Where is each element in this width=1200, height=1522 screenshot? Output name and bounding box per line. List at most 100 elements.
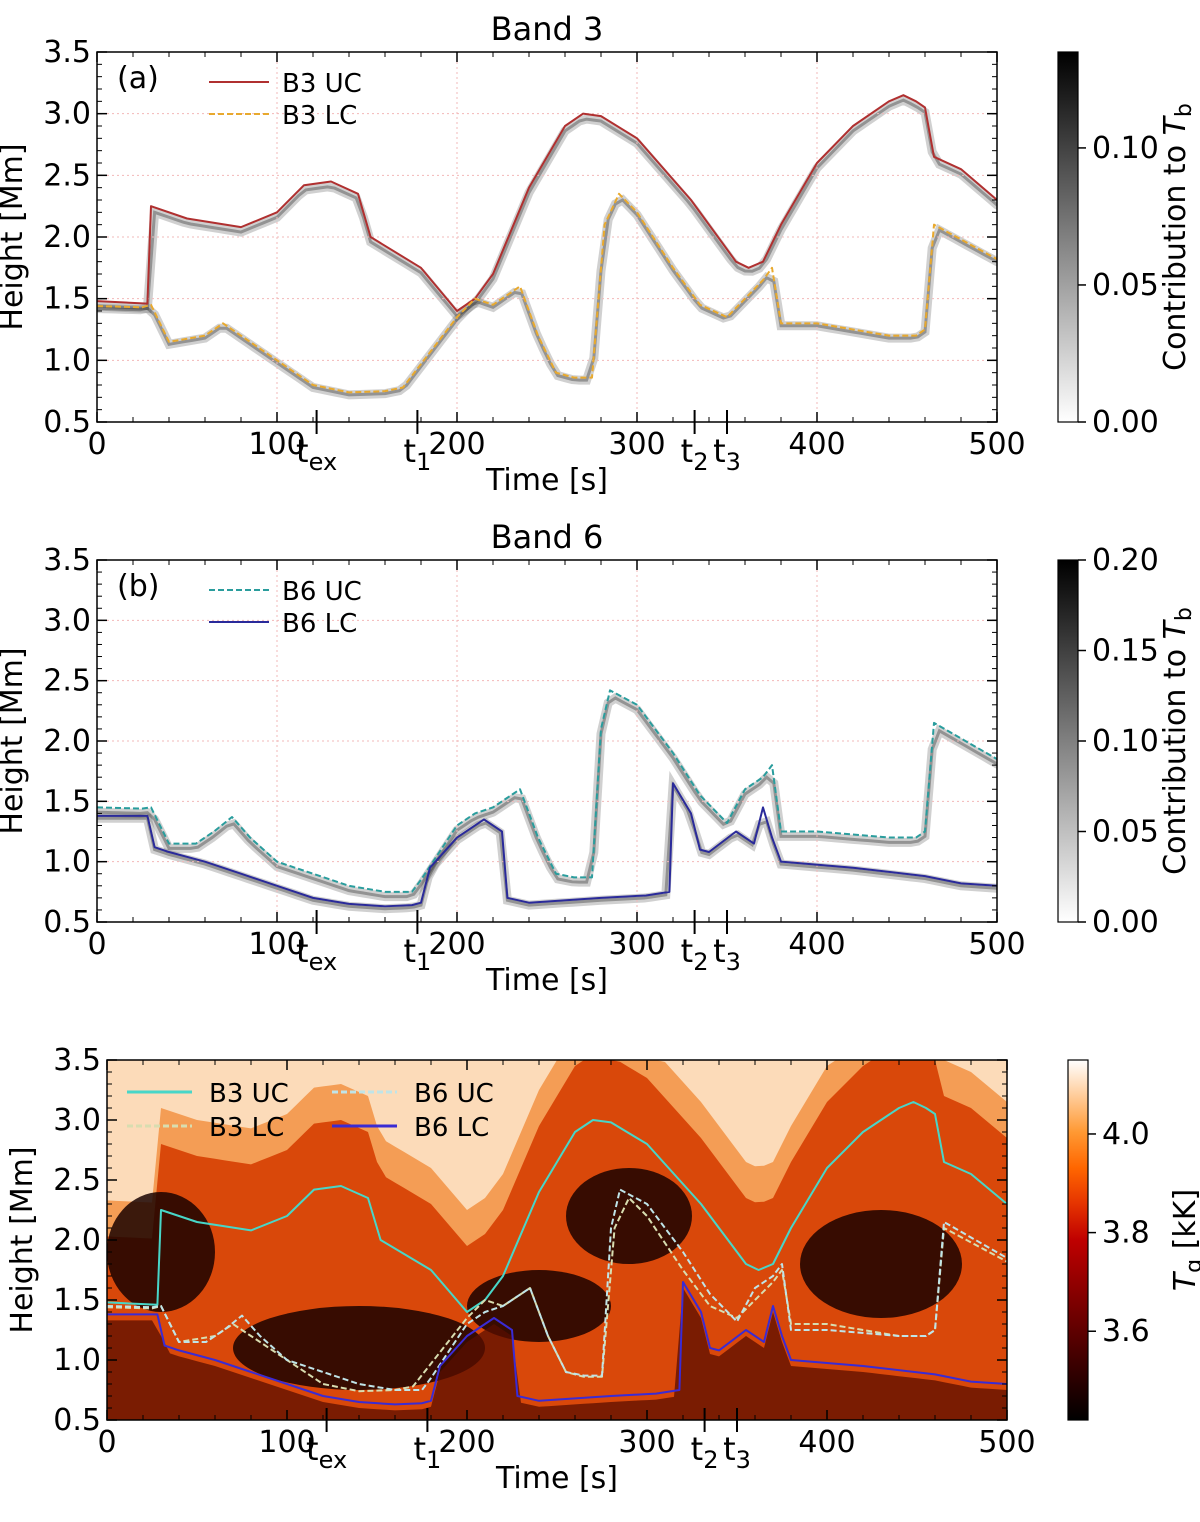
y-tick-label: 3.5 xyxy=(53,1043,101,1078)
time-marker-subscript: 3 xyxy=(736,1446,751,1474)
colorbar-label-text: Contribution to xyxy=(1158,639,1193,874)
colorbar-label-symbol: T xyxy=(1158,114,1193,135)
colorbar-scale xyxy=(1057,51,1079,423)
x-tick-label: 500 xyxy=(968,927,1025,962)
time-marker-subscript: 1 xyxy=(416,448,431,476)
time-marker-label: t3 xyxy=(713,432,741,476)
contribution-core xyxy=(97,98,997,318)
x-tick-label: 200 xyxy=(438,1425,495,1460)
x-tick-label: 0 xyxy=(97,1425,116,1460)
colorbar-tick-label: 0.20 xyxy=(1092,543,1159,578)
legend-label: B6 UC xyxy=(414,1079,494,1109)
panel-title: Band 3 xyxy=(491,10,604,48)
x-tick-label: 500 xyxy=(968,427,1025,462)
y-tick-label: 3.5 xyxy=(43,543,91,578)
time-marker-subscript: ex xyxy=(309,448,338,476)
y-tick-label: 1.0 xyxy=(43,343,91,378)
y-tick-label: 0.5 xyxy=(43,905,91,940)
legend-label: B3 LC xyxy=(209,1113,284,1143)
heatmap-field xyxy=(107,1060,1007,1420)
contribution-core xyxy=(97,696,997,899)
time-marker-label: t2 xyxy=(681,432,709,476)
colorbar-tick-label: 0.05 xyxy=(1092,268,1159,303)
contribution-band xyxy=(97,194,997,400)
y-axis-label: Height [Mm] xyxy=(0,647,30,834)
cool-pocket xyxy=(107,1192,215,1312)
y-tick-label: 3.5 xyxy=(43,35,91,70)
time-marker-label: t3 xyxy=(713,932,741,976)
colorbar-label-symbol: T xyxy=(1168,1270,1200,1291)
y-tick-label: 2.5 xyxy=(53,1163,101,1198)
series-line-b6-uc xyxy=(107,1188,1007,1391)
y-tick-label: 0.5 xyxy=(53,1403,101,1438)
cool-pocket xyxy=(566,1168,692,1264)
series-group xyxy=(97,94,997,394)
time-marker-label: t1 xyxy=(403,432,431,476)
colorbar: 3.6 3.8 4.0 Tg [kK] xyxy=(1067,1059,1200,1421)
time-marker-label: tex xyxy=(296,432,337,476)
series-line-b6-lc xyxy=(97,782,997,908)
x-tick-label: 0 xyxy=(87,927,106,962)
legend-label: B6 LC xyxy=(282,609,357,639)
x-tick-label: 100 xyxy=(248,927,305,962)
x-tick-label: 0 xyxy=(87,427,106,462)
legend-label: B6 LC xyxy=(414,1113,489,1143)
time-marker-subscript: 2 xyxy=(693,948,708,976)
time-marker-label: t2 xyxy=(681,932,709,976)
x-tick-label: 400 xyxy=(798,1425,855,1460)
y-tick-label: 2.0 xyxy=(43,220,91,255)
colorbar-tick-label: 0.00 xyxy=(1092,405,1159,440)
y-tick-label: 3.0 xyxy=(53,1103,101,1138)
series-line-b3-uc xyxy=(107,1101,1007,1313)
panel-band3: 0 100 200 300 400 500 0.5 1.0 1.5 2.0 2.5 3.0 3.5 tex… xyxy=(0,10,1197,498)
y-tick-label: 1.5 xyxy=(43,784,91,819)
y-tick-label: 1.5 xyxy=(43,282,91,317)
panel-title: Band 6 xyxy=(491,518,604,556)
time-marker-label: t1 xyxy=(403,932,431,976)
contribution-band xyxy=(97,770,997,914)
heatmap-field xyxy=(97,95,997,400)
series-group xyxy=(107,1101,1007,1406)
time-marker-subscript: 2 xyxy=(693,448,708,476)
colorbar-label: Tg [kK] xyxy=(1168,1189,1200,1291)
series-line-b6-uc xyxy=(97,689,997,893)
x-tick-label: 200 xyxy=(428,427,485,462)
time-marker-label: tex xyxy=(306,1430,347,1474)
time-marker-label: t1 xyxy=(413,1430,441,1474)
cool-pocket xyxy=(800,1210,962,1318)
colorbar-tick-label: 0.05 xyxy=(1092,815,1159,850)
time-marker-subscript: 1 xyxy=(426,1446,441,1474)
time-marker-subscript: ex xyxy=(319,1446,348,1474)
y-tick-label: 3.0 xyxy=(43,97,91,132)
series-line-b3-lc xyxy=(97,192,997,394)
time-marker-subscript: ex xyxy=(309,948,338,976)
colorbar-tick-label: 3.8 xyxy=(1102,1216,1150,1251)
y-tick-label: 3.0 xyxy=(43,603,91,638)
panel-band6: 0 100 200 300 400 500 0.5 1.0 1.5 2.0 2.5 3.0 3.5 tex… xyxy=(0,518,1197,998)
x-tick-label: 100 xyxy=(258,1425,315,1460)
y-tick-label: 2.0 xyxy=(43,724,91,759)
y-tick-label: 2.0 xyxy=(53,1223,101,1258)
x-tick-label: 100 xyxy=(248,427,305,462)
colorbar-tick-label: 0.10 xyxy=(1092,724,1159,759)
contribution-band xyxy=(97,95,997,322)
colorbar-label: Contribution to Tb xyxy=(1158,103,1197,371)
contribution-core xyxy=(97,780,997,911)
colorbar-tick-label: 0.10 xyxy=(1092,131,1159,166)
time-marker-subscript: 3 xyxy=(726,448,741,476)
y-tick-label: 1.0 xyxy=(53,1343,101,1378)
contribution-band xyxy=(97,692,997,902)
colorbar-label-text: [kK] xyxy=(1168,1189,1200,1259)
y-tick-label: 2.5 xyxy=(43,664,91,699)
colorbar-scale xyxy=(1067,1059,1089,1421)
y-tick-label: 1.0 xyxy=(43,845,91,880)
x-axis-label: Time [s] xyxy=(495,1461,618,1496)
x-tick-label: 300 xyxy=(618,1425,675,1460)
colorbar-label: Contribution to Tb xyxy=(1158,607,1197,875)
contribution-core xyxy=(97,198,997,397)
time-marker-label: tex xyxy=(296,932,337,976)
time-marker-subscript: 3 xyxy=(726,948,741,976)
